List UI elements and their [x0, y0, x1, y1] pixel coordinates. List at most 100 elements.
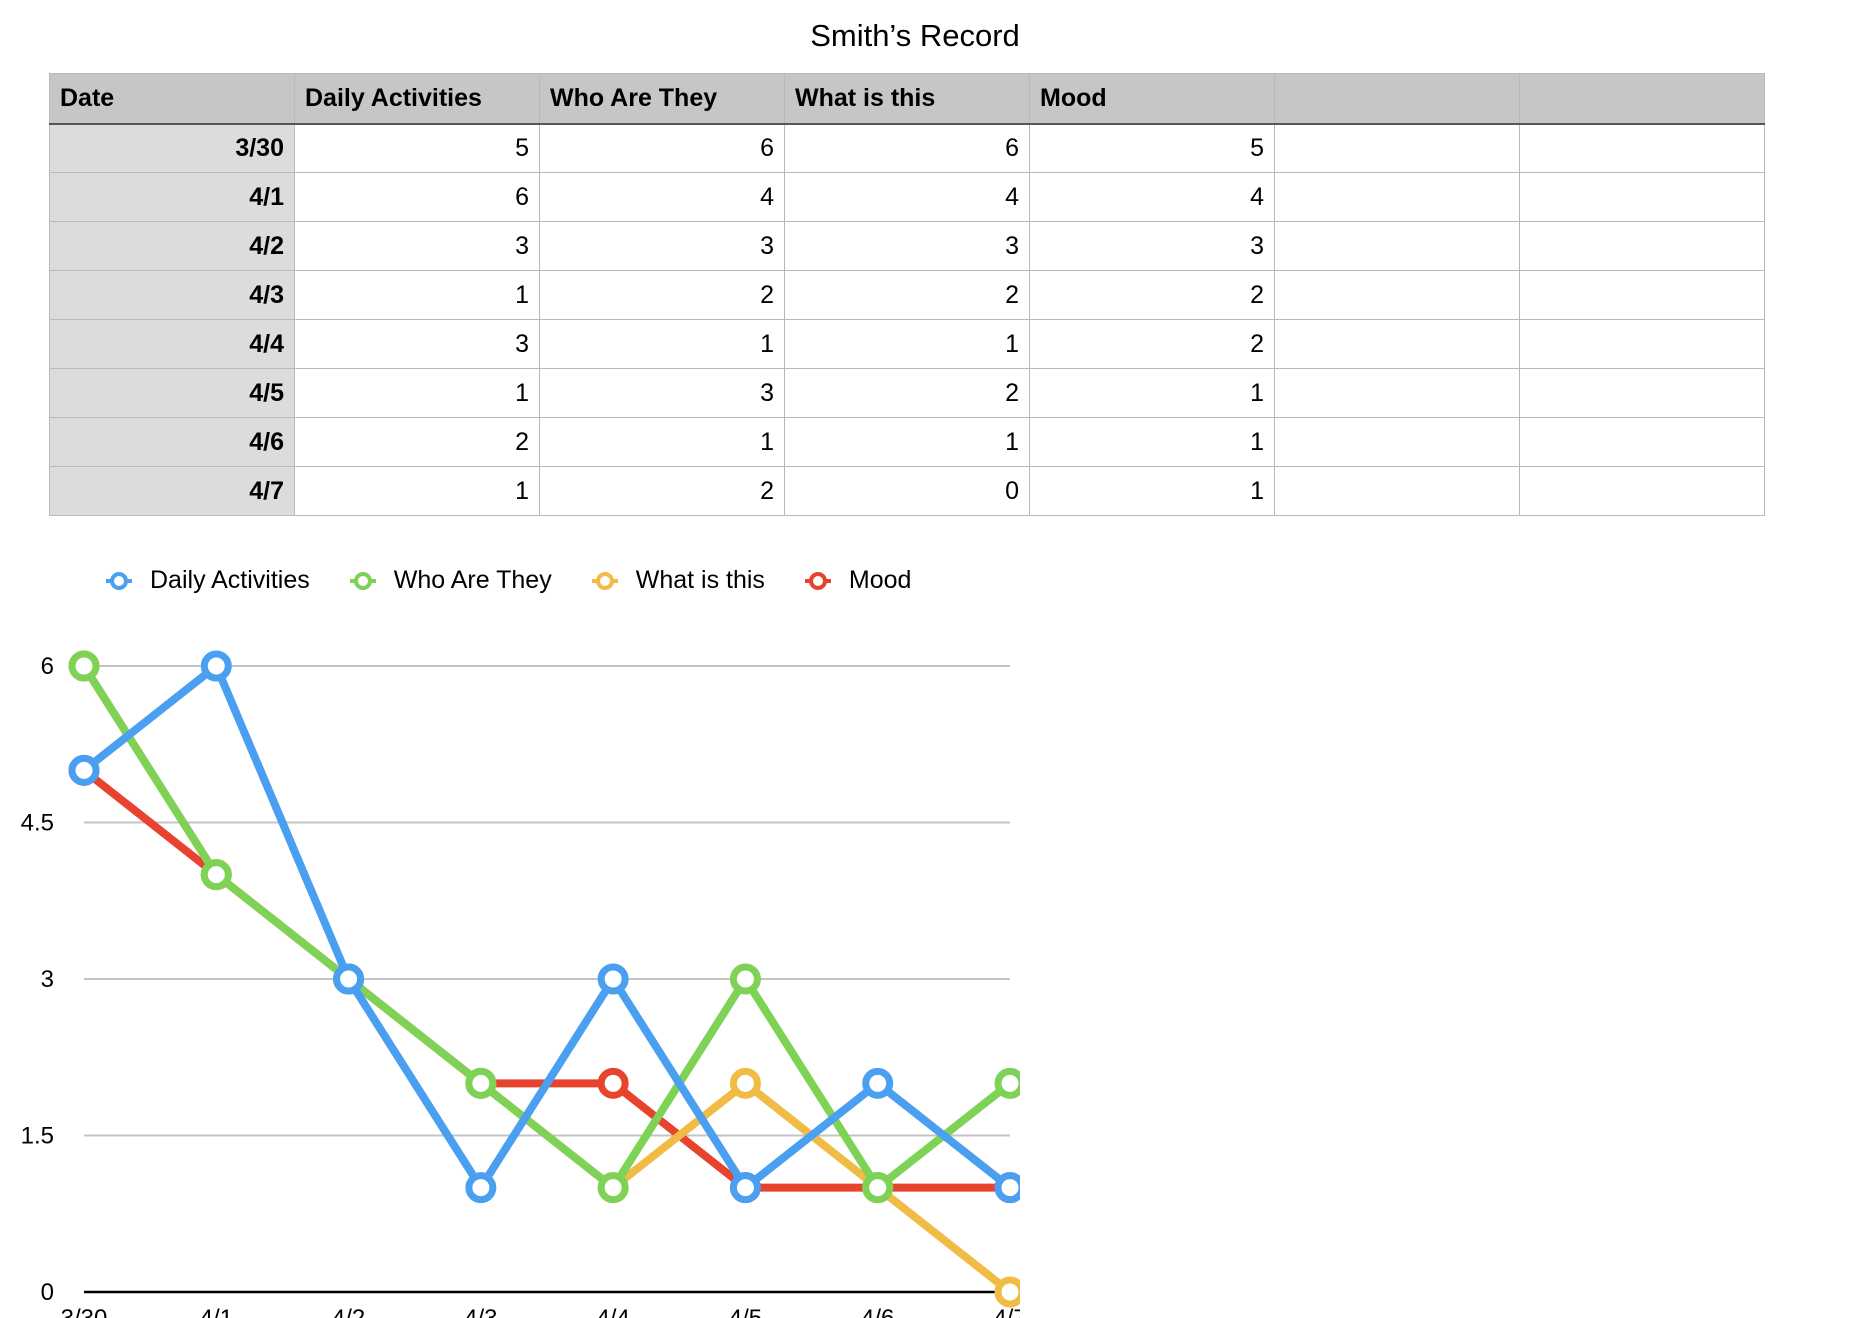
value-cell[interactable]: 1: [539, 417, 785, 467]
line-chart: 0 1.5 3 4.5 6 3/30 4/1 4/2 4/3 4/4 4/5 4/6 4/7: [21, 650, 1020, 1318]
value-cell[interactable]: 3: [539, 368, 785, 418]
legend-marker-icon: [349, 571, 376, 590]
header-date[interactable]: Date: [49, 73, 295, 125]
data-point: [200, 859, 232, 891]
value-cell[interactable]: 2: [784, 270, 1030, 320]
value-cell[interactable]: [1274, 466, 1520, 516]
value-cell[interactable]: [1519, 123, 1765, 173]
y-tick-label: 1.5: [21, 1123, 54, 1150]
data-point: [597, 1067, 629, 1099]
value-cell[interactable]: 0: [784, 466, 1030, 516]
x-tick-label: 4/3: [464, 1305, 497, 1318]
header-daily-activities[interactable]: Daily Activities: [294, 73, 540, 125]
value-cell[interactable]: [1519, 466, 1765, 516]
x-tick-label: 4/5: [729, 1305, 762, 1318]
data-point: [597, 1172, 629, 1204]
value-cell[interactable]: 1: [784, 417, 1030, 467]
date-cell[interactable]: 4/7: [49, 466, 295, 516]
header-what-is-this[interactable]: What is this: [784, 73, 1030, 125]
data-point: [994, 1067, 1020, 1099]
x-tick-label: 3/30: [61, 1305, 108, 1318]
value-cell[interactable]: 2: [294, 417, 540, 467]
value-cell[interactable]: [1519, 417, 1765, 467]
legend-entry[interactable]: Daily Activities: [104, 566, 310, 595]
value-cell[interactable]: [1274, 172, 1520, 222]
value-cell[interactable]: 3: [1029, 221, 1275, 271]
data-point: [729, 1067, 761, 1099]
header-empty-2[interactable]: [1519, 73, 1765, 125]
value-cell[interactable]: 2: [1029, 319, 1275, 369]
legend-marker-icon: [804, 571, 831, 590]
value-cell[interactable]: 1: [784, 319, 1030, 369]
header-who-are-they[interactable]: Who Are They: [539, 73, 785, 125]
value-cell[interactable]: 1: [294, 270, 540, 320]
value-cell[interactable]: 5: [1029, 123, 1275, 173]
value-cell[interactable]: 4: [1029, 172, 1275, 222]
date-cell[interactable]: 4/5: [49, 368, 295, 418]
y-tick-label: 6: [41, 653, 54, 680]
value-cell[interactable]: [1519, 172, 1765, 222]
value-cell[interactable]: 3: [784, 221, 1030, 271]
value-cell[interactable]: [1274, 319, 1520, 369]
value-cell[interactable]: 1: [1029, 417, 1275, 467]
y-tick-label: 0: [41, 1279, 54, 1306]
legend-entry[interactable]: Mood: [803, 566, 911, 595]
table-row: 4/4 3 1 1 2: [49, 319, 1765, 369]
header-mood[interactable]: Mood: [1029, 73, 1275, 125]
x-tick-label: 4/6: [861, 1305, 894, 1318]
value-cell[interactable]: 1: [539, 319, 785, 369]
data-point: [200, 650, 232, 682]
data-point: [994, 1276, 1020, 1308]
legend-label: Daily Activities: [150, 566, 310, 594]
value-cell[interactable]: [1274, 270, 1520, 320]
legend-entry[interactable]: Who Are They: [348, 566, 552, 595]
header-empty-1[interactable]: [1274, 73, 1520, 125]
value-cell[interactable]: 4: [539, 172, 785, 222]
chart-title: Smith’s Record: [810, 18, 1020, 53]
series-line: [80, 662, 1014, 1192]
data-point: [597, 963, 629, 995]
y-tick-label: 4.5: [21, 810, 54, 837]
value-cell[interactable]: 3: [294, 319, 540, 369]
value-cell[interactable]: 1: [294, 368, 540, 418]
value-cell[interactable]: [1274, 417, 1520, 467]
value-cell[interactable]: [1519, 319, 1765, 369]
value-cell[interactable]: 6: [539, 123, 785, 173]
value-cell[interactable]: 2: [1029, 270, 1275, 320]
value-cell[interactable]: 3: [539, 221, 785, 271]
data-point: [68, 650, 100, 682]
value-cell[interactable]: 1: [1029, 466, 1275, 516]
value-cell[interactable]: 4: [784, 172, 1030, 222]
date-cell[interactable]: 3/30: [49, 123, 295, 173]
value-cell[interactable]: [1274, 123, 1520, 173]
value-cell[interactable]: 6: [294, 172, 540, 222]
value-cell[interactable]: [1274, 368, 1520, 418]
value-cell[interactable]: 3: [294, 221, 540, 271]
table-row: 4/3 1 2 2 2: [49, 270, 1765, 320]
data-point: [465, 1067, 497, 1099]
value-cell[interactable]: 2: [784, 368, 1030, 418]
header-row: Date Daily Activities Who Are They What …: [49, 73, 1765, 125]
value-cell[interactable]: [1519, 368, 1765, 418]
value-cell[interactable]: 1: [294, 466, 540, 516]
table-row: 4/6 2 1 1 1: [49, 417, 1765, 467]
data-table: Date Daily Activities Who Are They What …: [49, 73, 1765, 516]
date-cell[interactable]: 4/6: [49, 417, 295, 467]
value-cell[interactable]: 5: [294, 123, 540, 173]
date-cell[interactable]: 4/4: [49, 319, 295, 369]
chart-legend: Daily Activities Who Are They What is this…: [104, 566, 911, 595]
data-point: [862, 1172, 894, 1204]
value-cell[interactable]: 2: [539, 270, 785, 320]
value-cell[interactable]: 1: [1029, 368, 1275, 418]
value-cell[interactable]: [1274, 221, 1520, 271]
value-cell[interactable]: [1519, 221, 1765, 271]
date-cell[interactable]: 4/3: [49, 270, 295, 320]
date-cell[interactable]: 4/2: [49, 221, 295, 271]
legend-entry[interactable]: What is this: [590, 566, 765, 595]
value-cell[interactable]: [1519, 270, 1765, 320]
value-cell[interactable]: 2: [539, 466, 785, 516]
value-cell[interactable]: 6: [784, 123, 1030, 173]
date-cell[interactable]: 4/1: [49, 172, 295, 222]
legend-label: Who Are They: [393, 566, 552, 594]
x-tick-label: 4/7: [993, 1305, 1020, 1318]
